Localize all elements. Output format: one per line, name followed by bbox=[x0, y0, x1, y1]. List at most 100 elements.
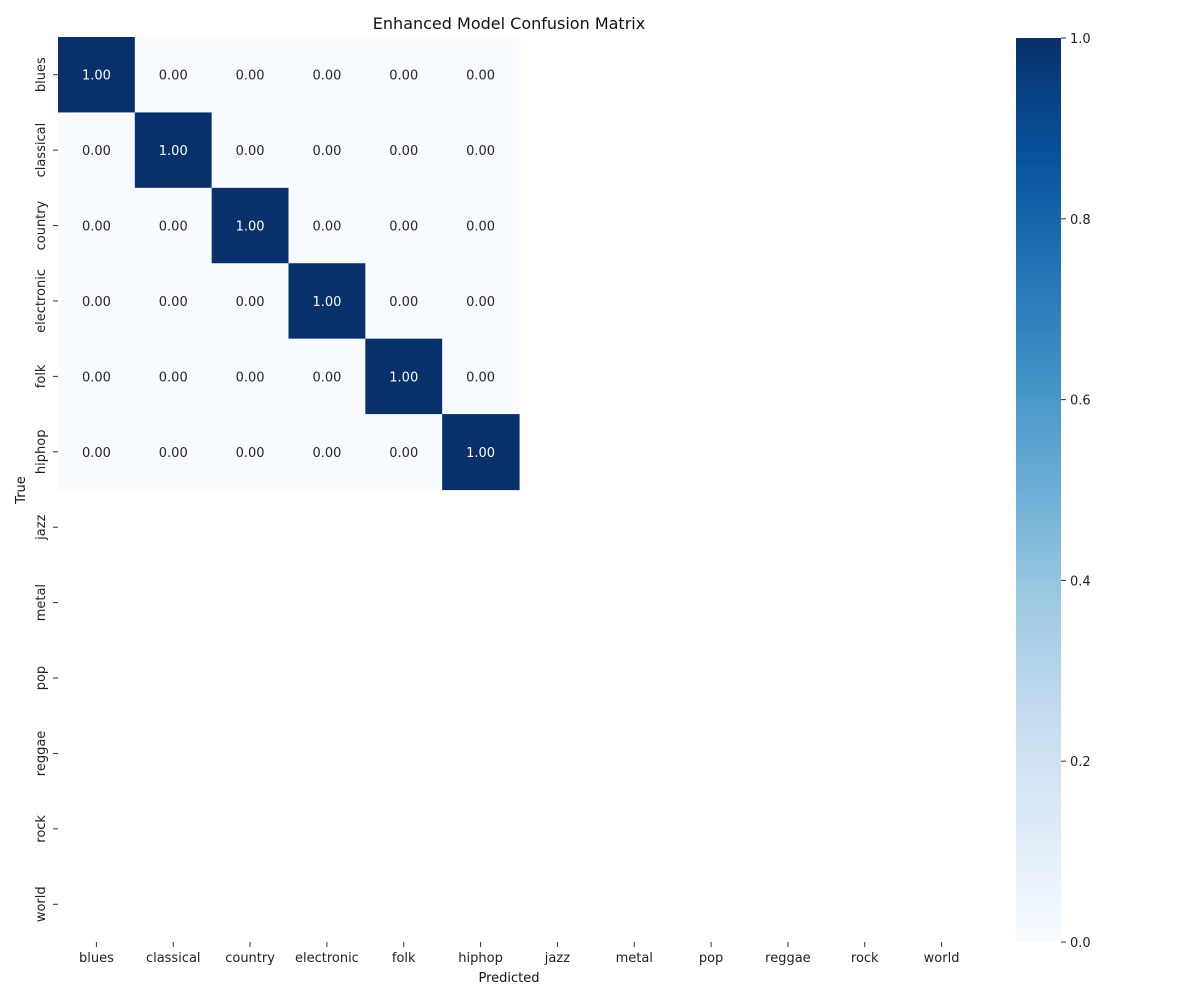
heatmap-cell-label: 1.00 bbox=[159, 144, 188, 159]
heatmap-cell-label: 0.00 bbox=[312, 69, 341, 84]
x-tick-label: blues bbox=[79, 951, 114, 966]
heatmap-cell bbox=[288, 37, 366, 114]
colorbar-tick-label: 0.8 bbox=[1070, 213, 1091, 228]
heatmap-cell-label: 1.00 bbox=[389, 370, 418, 385]
heatmap-cell bbox=[211, 37, 290, 114]
heatmap-cell bbox=[365, 414, 443, 491]
heatmap-cell bbox=[442, 112, 520, 189]
heatmap-cell bbox=[134, 414, 213, 491]
heatmap-cell-label: 0.00 bbox=[466, 370, 495, 385]
heatmap-cell-label: 1.00 bbox=[82, 69, 111, 84]
x-tick-label: reggae bbox=[765, 951, 811, 966]
heatmap-cell bbox=[134, 37, 213, 114]
heatmap-cell-label: 1.00 bbox=[312, 295, 341, 310]
heatmap-cell bbox=[442, 37, 520, 114]
heatmap-cell bbox=[134, 338, 213, 415]
heatmap-cell bbox=[211, 112, 290, 189]
y-tick-label: jazz bbox=[34, 514, 49, 540]
chart-title: Enhanced Model Confusion Matrix bbox=[373, 14, 645, 33]
colorbar-tick-label: 0.2 bbox=[1070, 755, 1091, 770]
y-tick-label: classical bbox=[34, 123, 49, 178]
y-tick-label: electronic bbox=[34, 269, 49, 333]
heatmap-cell bbox=[134, 187, 213, 264]
y-tick-label: blues bbox=[34, 57, 49, 92]
y-tick-label: metal bbox=[34, 584, 49, 621]
heatmap-cell bbox=[58, 414, 136, 491]
heatmap-cell bbox=[288, 187, 366, 264]
heatmap-cell bbox=[442, 187, 520, 264]
heatmap-cell bbox=[134, 263, 213, 340]
heatmap-cell bbox=[442, 263, 520, 340]
heatmap-cell-label: 0.00 bbox=[236, 370, 265, 385]
colorbar-tick-label: 0.0 bbox=[1070, 936, 1091, 951]
y-tick-label: reggae bbox=[34, 731, 49, 777]
heatmap-cell bbox=[365, 112, 443, 189]
heatmap-cell-label: 0.00 bbox=[236, 69, 265, 84]
heatmap-cell-label: 0.00 bbox=[82, 144, 111, 159]
colorbar bbox=[1016, 38, 1061, 942]
heatmap-cell-label: 0.00 bbox=[466, 295, 495, 310]
heatmap-cell-label: 0.00 bbox=[236, 446, 265, 461]
y-tick-label: world bbox=[34, 886, 49, 922]
heatmap-cell bbox=[134, 112, 213, 189]
heatmap-cell-label: 0.00 bbox=[312, 144, 341, 159]
heatmap-cell bbox=[442, 414, 520, 491]
x-tick-label: country bbox=[225, 951, 275, 966]
heatmap-cell-label: 0.00 bbox=[82, 295, 111, 310]
heatmap-cell bbox=[288, 414, 366, 491]
heatmap-cell-label: 0.00 bbox=[236, 295, 265, 310]
heatmap-cell-label: 0.00 bbox=[312, 446, 341, 461]
colorbar-ticks: 0.0 0.2 0.4 0.6 0.8 1.0 bbox=[1061, 32, 1091, 951]
x-tick-label: folk bbox=[392, 951, 416, 966]
heatmap-cell-label: 0.00 bbox=[389, 220, 418, 235]
y-tick-label: rock bbox=[34, 815, 49, 843]
x-axis-label: Predicted bbox=[478, 971, 539, 986]
heatmap-cell-label: 0.00 bbox=[82, 220, 111, 235]
colorbar-tick-label: 1.0 bbox=[1070, 32, 1091, 47]
x-tick-label: jazz bbox=[544, 951, 570, 966]
heatmap-cell bbox=[58, 112, 136, 189]
heatmap-cell-label: 0.00 bbox=[312, 220, 341, 235]
heatmap-cell-labels: 1.00 0.00 0.00 0.00 0.00 0.00 0.00 1.00 0.00 0.00… bbox=[82, 69, 495, 461]
heatmap-cells bbox=[58, 37, 520, 491]
heatmap-cell-label: 0.00 bbox=[466, 69, 495, 84]
heatmap-cell-label: 0.00 bbox=[389, 446, 418, 461]
x-tick-label: world bbox=[924, 951, 960, 966]
heatmap-cell bbox=[211, 338, 290, 415]
heatmap-cell bbox=[288, 338, 366, 415]
colorbar-tick-label: 0.6 bbox=[1070, 394, 1091, 409]
heatmap-cell bbox=[288, 263, 366, 340]
x-axis-ticks: blues classical country electronic folk hipho… bbox=[79, 942, 960, 966]
y-tick-label: folk bbox=[34, 364, 49, 388]
x-tick-label: metal bbox=[616, 951, 653, 966]
heatmap-cell bbox=[58, 37, 136, 114]
heatmap-cell-label: 0.00 bbox=[159, 446, 188, 461]
heatmap-cell-label: 0.00 bbox=[389, 295, 418, 310]
y-tick-label: country bbox=[34, 200, 49, 250]
x-tick-label: rock bbox=[851, 951, 879, 966]
y-axis-label: True bbox=[14, 476, 29, 505]
heatmap-cell bbox=[442, 338, 520, 415]
y-tick-label: pop bbox=[34, 666, 49, 690]
x-tick-label: classical bbox=[146, 951, 201, 966]
heatmap-cell-label: 0.00 bbox=[236, 144, 265, 159]
heatmap-cell bbox=[58, 263, 136, 340]
heatmap-cell-label: 0.00 bbox=[159, 295, 188, 310]
heatmap-cell-label: 0.00 bbox=[82, 446, 111, 461]
heatmap-cell-label: 0.00 bbox=[159, 370, 188, 385]
heatmap-cell-label: 1.00 bbox=[236, 220, 265, 235]
heatmap-cell-label: 0.00 bbox=[159, 220, 188, 235]
heatmap-cell bbox=[288, 112, 366, 189]
heatmap-cell bbox=[211, 187, 290, 264]
heatmap-cell bbox=[58, 187, 136, 264]
heatmap-cell bbox=[365, 263, 443, 340]
heatmap-cell-label: 0.00 bbox=[466, 144, 495, 159]
heatmap-cell-label: 0.00 bbox=[466, 220, 495, 235]
colorbar-tick-label: 0.4 bbox=[1070, 574, 1091, 589]
heatmap-cell bbox=[365, 37, 443, 114]
y-axis-ticks: blues classical country electronic folk hipho… bbox=[34, 57, 58, 922]
heatmap-cell bbox=[365, 338, 443, 415]
y-tick-label: hiphop bbox=[34, 430, 49, 475]
